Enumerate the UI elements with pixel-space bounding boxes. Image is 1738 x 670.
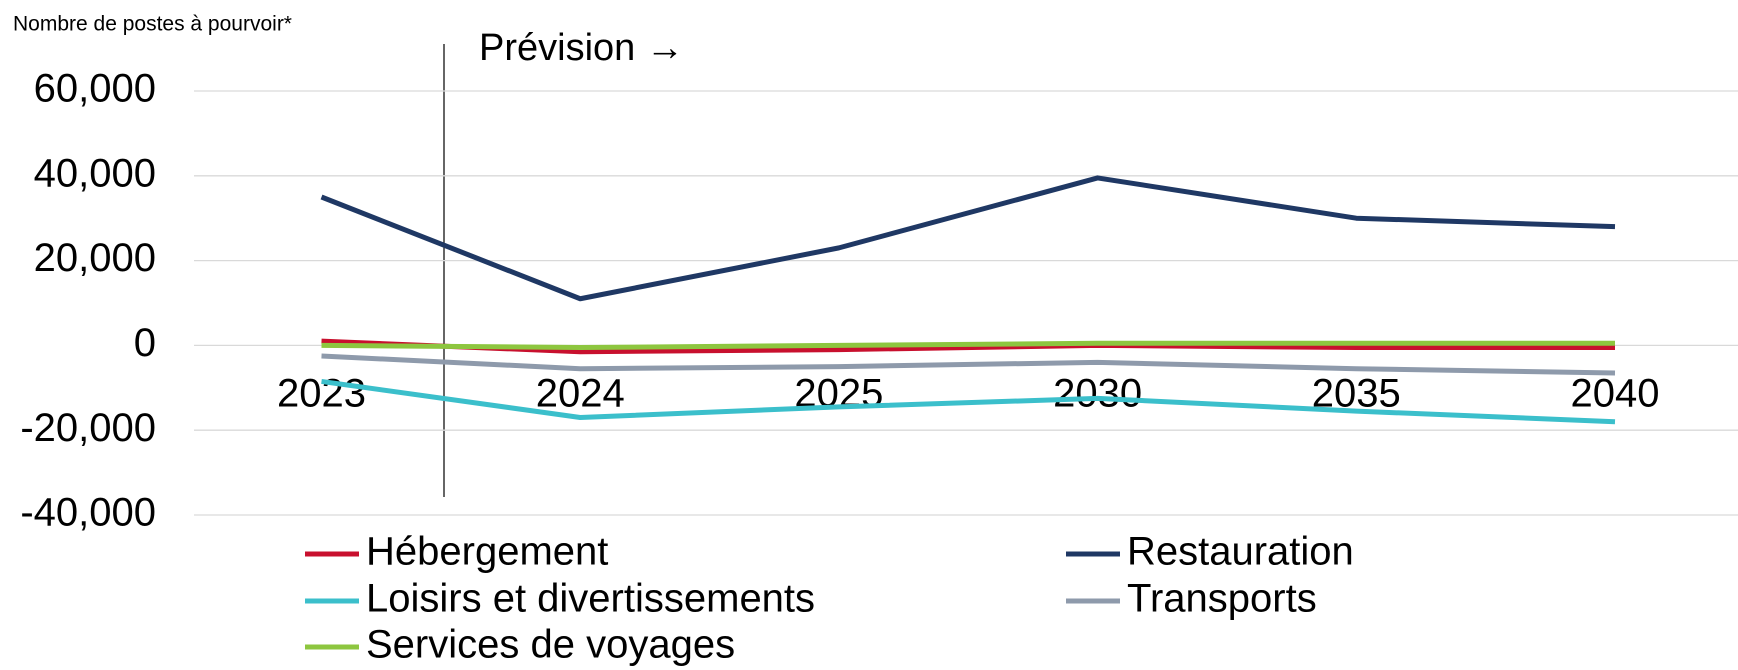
legend-label: Services de voyages bbox=[366, 623, 735, 667]
legend-label: Transports bbox=[1127, 577, 1317, 621]
y-tick-label: 40,000 bbox=[34, 151, 156, 195]
legend-label: Hébergement bbox=[366, 530, 608, 574]
line-series bbox=[321, 378, 1616, 425]
annotation: Prévision → bbox=[479, 27, 684, 69]
x-tick-label: 2030 bbox=[1053, 372, 1142, 416]
y-tick-label: 0 bbox=[134, 321, 156, 365]
y-tick-label: -40,000 bbox=[20, 491, 156, 535]
x-tick-label: 2040 bbox=[1571, 372, 1660, 416]
x-tick-label: 2024 bbox=[536, 372, 625, 416]
line-series bbox=[320, 175, 1616, 302]
y-axis-label: Nombre de postes à pourvoir* bbox=[13, 13, 292, 36]
line-series bbox=[321, 338, 1615, 355]
y-tick-label: 60,000 bbox=[34, 67, 156, 111]
legend-label: Restauration bbox=[1127, 530, 1354, 574]
x-tick-label: 2023 bbox=[277, 372, 366, 416]
legend-label: Loisirs et divertissements bbox=[366, 577, 815, 621]
y-tick-label: -20,000 bbox=[20, 406, 156, 450]
line-series bbox=[321, 353, 1616, 376]
line-series bbox=[321, 340, 1615, 351]
y-tick-label: 20,000 bbox=[34, 236, 156, 280]
